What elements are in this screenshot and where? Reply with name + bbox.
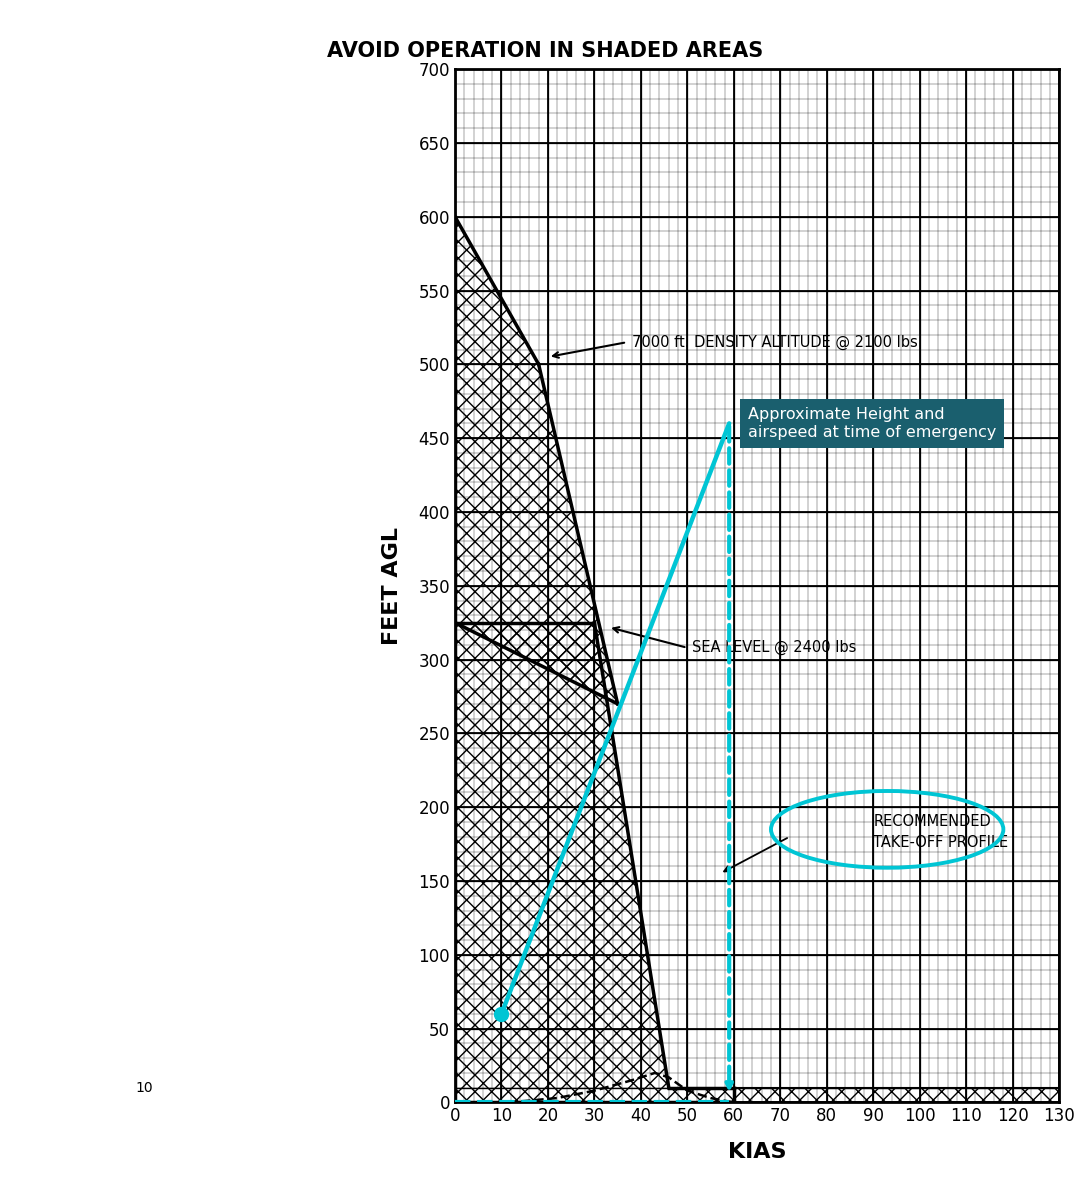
Text: SEA LEVEL @ 2400 lbs: SEA LEVEL @ 2400 lbs: [692, 640, 857, 656]
Text: 7000 ft. DENSITY ALTITUDE @ 2100 lbs: 7000 ft. DENSITY ALTITUDE @ 2100 lbs: [631, 334, 918, 350]
Text: AVOID OPERATION IN SHADED AREAS: AVOID OPERATION IN SHADED AREAS: [327, 41, 763, 61]
Text: RECOMMENDED
TAKE-OFF PROFILE: RECOMMENDED TAKE-OFF PROFILE: [873, 814, 1008, 850]
X-axis label: KIAS: KIAS: [728, 1142, 786, 1162]
Text: 10: 10: [135, 1080, 153, 1095]
Text: Approximate Height and
airspeed at time of emergency: Approximate Height and airspeed at time …: [748, 407, 996, 439]
Y-axis label: FEET AGL: FEET AGL: [382, 527, 402, 645]
